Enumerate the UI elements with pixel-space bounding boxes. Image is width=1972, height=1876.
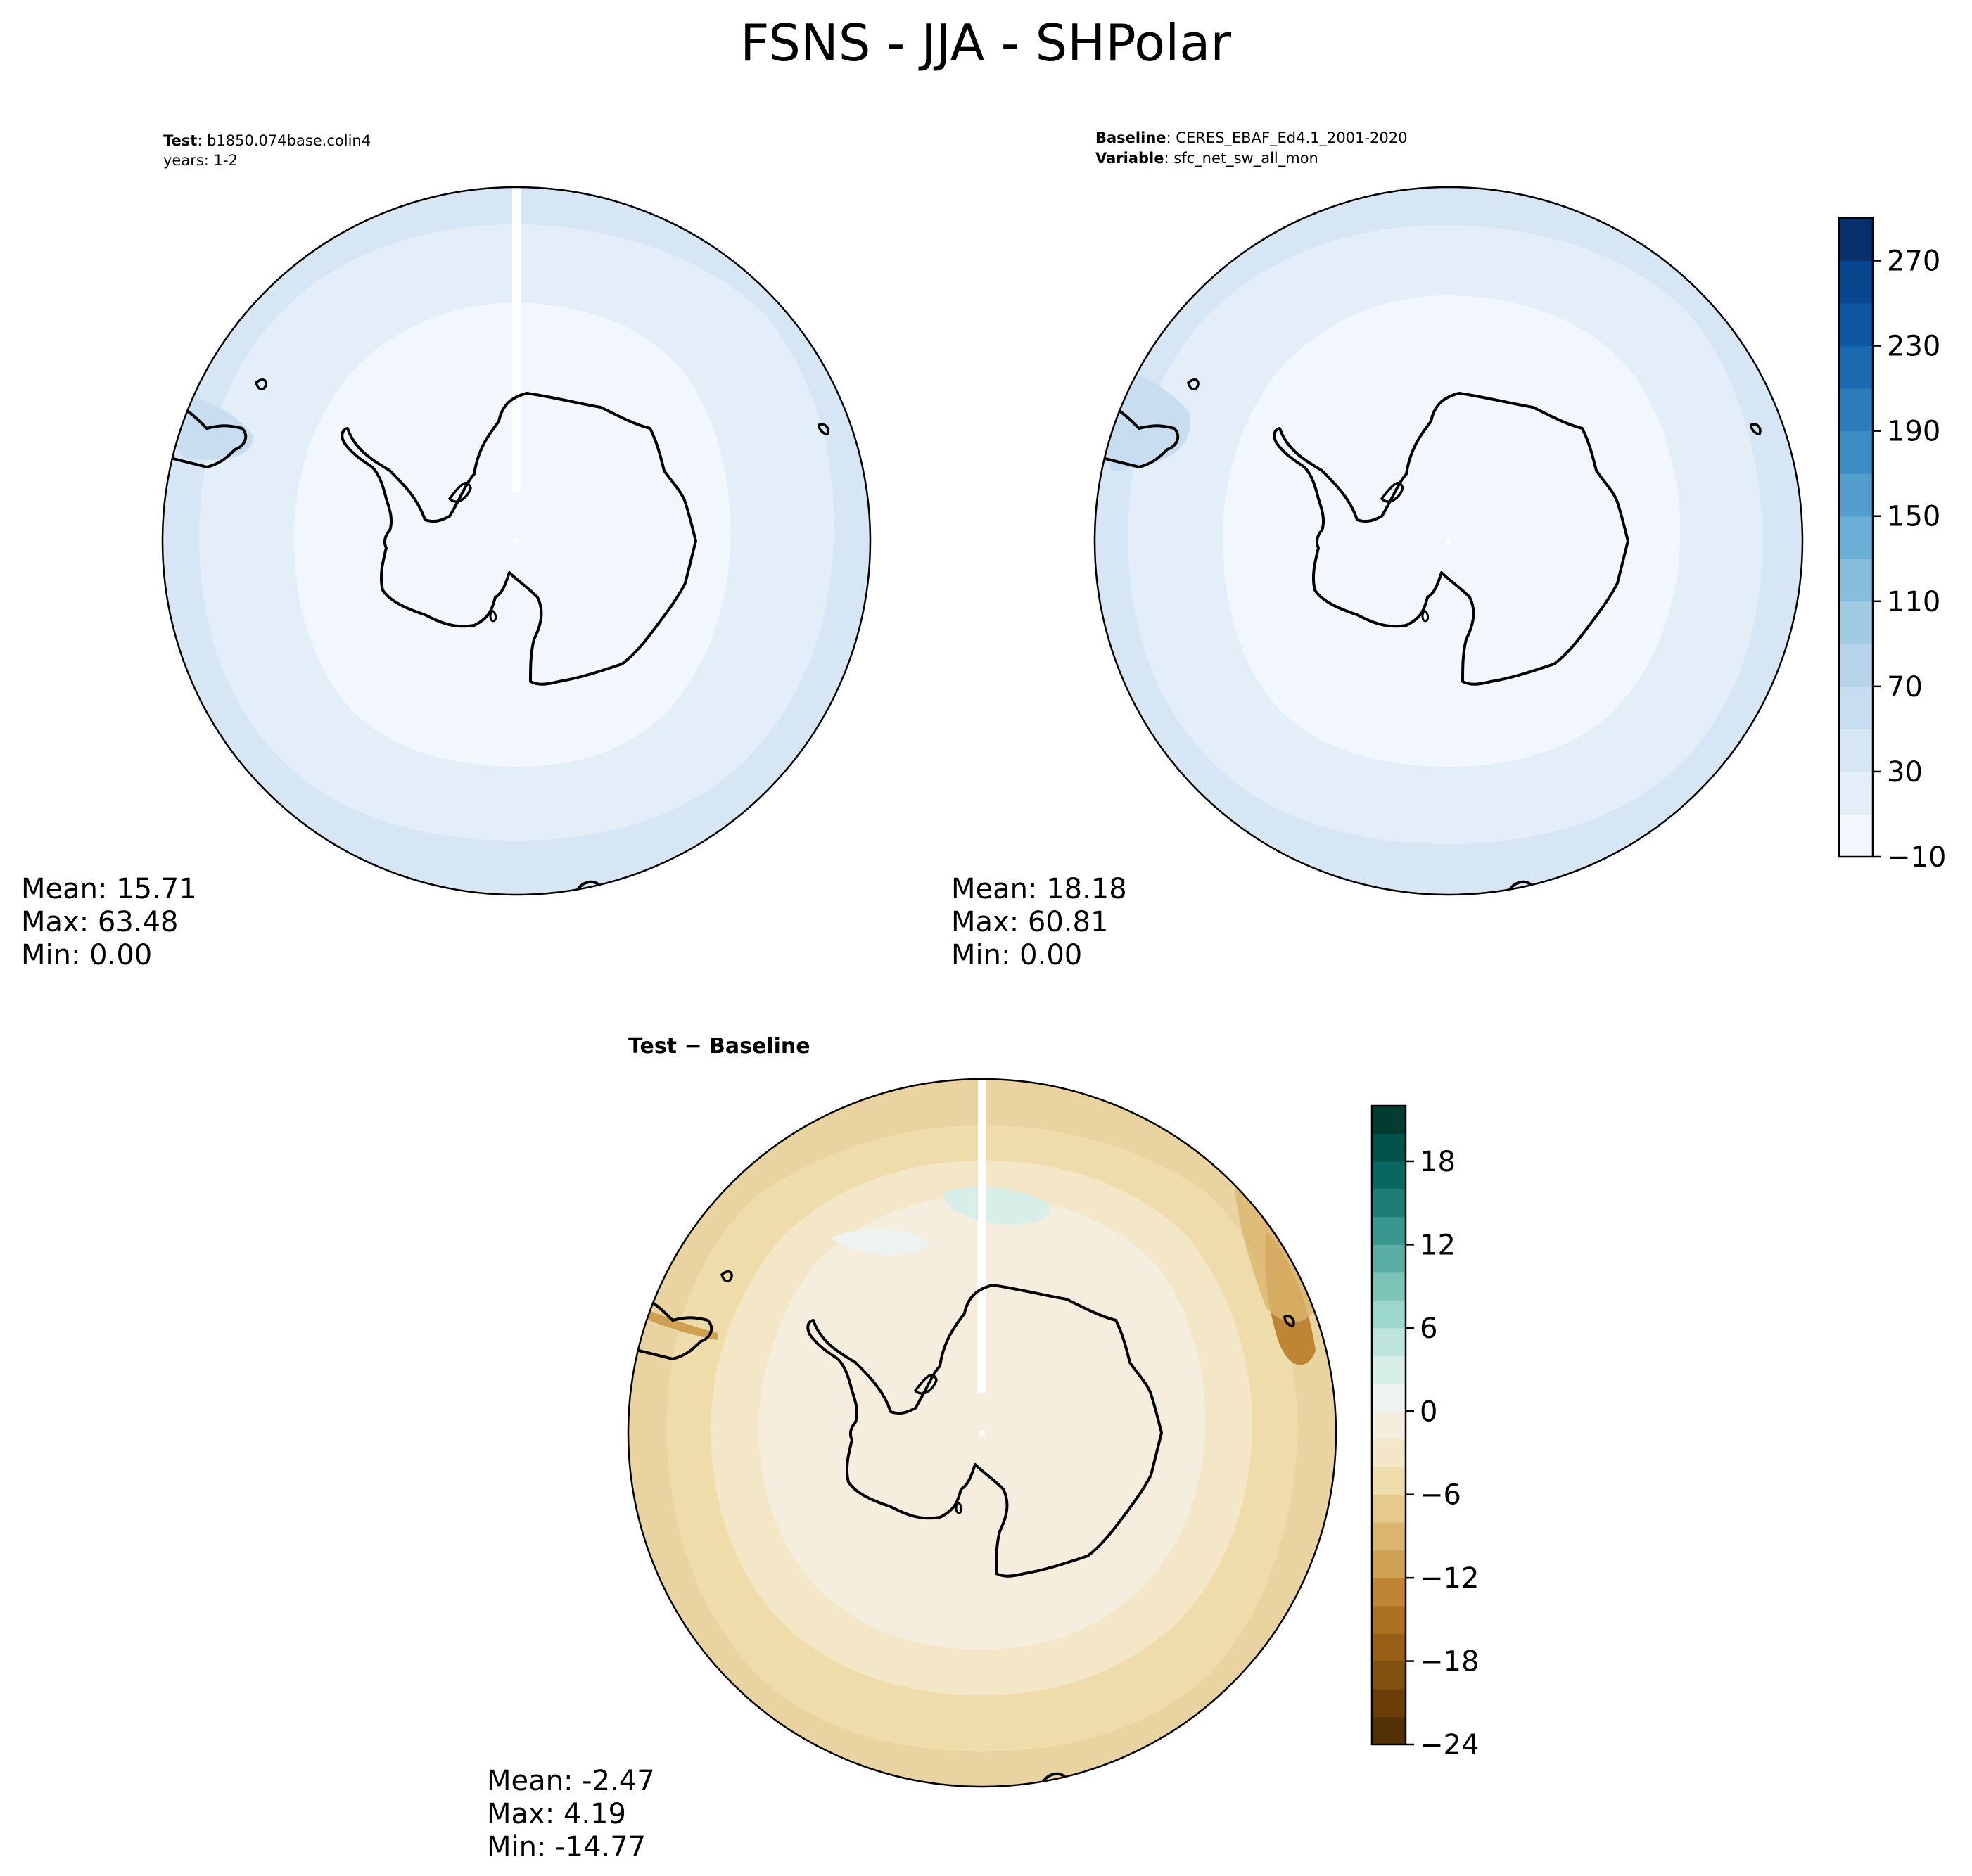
main-colorbar-swatch-7 — [1839, 516, 1873, 559]
diff-band-positive-2 — [830, 1229, 929, 1255]
diff-colorbar-tick-label-3: −6 — [1420, 1479, 1461, 1512]
diff-panel: Test − Baseline Mean: -2.47 Max: 4.19 Mi… — [487, 1034, 1337, 1863]
baseline-map — [1095, 187, 1802, 895]
main-colorbar-tick-label-6: 230 — [1887, 331, 1940, 363]
diff-colorbar-swatch-3 — [1372, 1633, 1406, 1662]
diff-colorbar-swatch-19 — [1372, 1189, 1406, 1218]
main-colorbar-swatch-5 — [1839, 601, 1873, 644]
baseline-band-neg10-10 — [1222, 295, 1681, 767]
baseline-panel: Baseline: CERES_EBAF_Ed4.1_2001-2020 Var… — [951, 129, 1804, 971]
diff-mean: Mean: -2.47 — [487, 1765, 655, 1797]
diff-colorbar-swatch-10 — [1372, 1438, 1406, 1467]
diff-colorbar-tick-label-4: 0 — [1420, 1396, 1437, 1428]
diff-colorbar-tick-label-7: 18 — [1420, 1146, 1456, 1178]
main-colorbar-frame — [1838, 217, 1874, 858]
diff-colorbar-swatch-6 — [1372, 1550, 1406, 1578]
diff-max: Max: 4.19 — [487, 1798, 626, 1830]
diff-colorbar-swatch-2 — [1372, 1661, 1406, 1690]
test-map-border — [161, 186, 872, 896]
main-colorbar-swatch-8 — [1839, 473, 1873, 517]
diff-colorbar-tick-label-0: −24 — [1420, 1729, 1479, 1761]
diff-colorbar-swatch-9 — [1372, 1467, 1406, 1495]
diff-colorbar-swatch-20 — [1372, 1161, 1406, 1189]
diff-colorbar-swatch-17 — [1372, 1244, 1406, 1273]
diff-colorbar-swatch-13 — [1372, 1355, 1406, 1384]
main-colorbar-tick-label-5: 190 — [1887, 416, 1940, 448]
main-colorbar-swatch-9 — [1839, 430, 1873, 474]
diff-map-border — [627, 1078, 1337, 1788]
test-panel: Test: b1850.074base.colin4 years: 1-2 Me… — [21, 132, 872, 971]
test-mean: Mean: 15.71 — [21, 873, 197, 905]
main-colorbar-swatch-14 — [1839, 218, 1873, 262]
baseline-variable: Variable: sfc_net_sw_all_mon — [1095, 150, 1318, 167]
diff-colorbar-swatch-12 — [1372, 1383, 1406, 1412]
main-colorbar-swatch-10 — [1839, 388, 1873, 432]
test-map — [163, 187, 870, 895]
main-colorbar-swatch-11 — [1839, 345, 1873, 389]
baseline-mean: Mean: 18.18 — [951, 873, 1127, 905]
diff-colorbar-swatch-11 — [1372, 1411, 1406, 1440]
main-colorbar-tick-label-4: 150 — [1887, 501, 1940, 533]
main-colorbar-tick-label-3: 110 — [1887, 586, 1940, 618]
diff-title: Test − Baseline — [628, 1034, 810, 1059]
diff-colorbar-swatch-8 — [1372, 1494, 1406, 1523]
diff-colorbar-frame — [1370, 1104, 1407, 1746]
baseline-header: Baseline: CERES_EBAF_Ed4.1_2001-2020 — [1095, 129, 1407, 147]
main-colorbar: −10 30 70 110 150 190 230 270 — [1838, 217, 1946, 874]
diff-colorbar-swatch-15 — [1372, 1300, 1406, 1329]
main-colorbar-swatch-2 — [1839, 729, 1873, 772]
main-colorbar-swatch-1 — [1839, 771, 1873, 815]
diff-colorbar-swatch-4 — [1372, 1605, 1406, 1634]
diff-colorbar-swatch-18 — [1372, 1216, 1406, 1245]
test-min: Min: 0.00 — [21, 939, 152, 971]
main-colorbar-swatch-13 — [1839, 260, 1873, 304]
main-colorbar-swatch-4 — [1839, 644, 1873, 687]
test-max: Max: 63.48 — [21, 906, 178, 938]
main-colorbar-tick-label-2: 70 — [1887, 671, 1923, 703]
diff-colorbar: −24 −18 −12 −6 0 6 12 18 — [1370, 1104, 1479, 1761]
main-colorbar-tick-label-1: 30 — [1887, 756, 1923, 789]
baseline-max: Max: 60.81 — [951, 906, 1108, 938]
diff-band-positive — [943, 1187, 1050, 1225]
baseline-map-border — [1093, 186, 1804, 896]
baseline-min: Min: 0.00 — [951, 939, 1082, 971]
diff-band-near-zero — [758, 1196, 1206, 1650]
diff-colorbar-tick-label-1: −18 — [1420, 1646, 1479, 1678]
diff-colorbar-swatch-14 — [1372, 1327, 1406, 1356]
main-colorbar-swatch-0 — [1839, 814, 1873, 857]
diff-colorbar-swatch-5 — [1372, 1578, 1406, 1607]
diff-colorbar-swatch-22 — [1372, 1106, 1406, 1134]
main-colorbar-tick-label-0: −10 — [1887, 841, 1946, 874]
diff-map — [628, 1079, 1336, 1787]
main-colorbar-tick-label-7: 270 — [1887, 245, 1940, 278]
diff-colorbar-tick-label-5: 6 — [1420, 1313, 1437, 1345]
diff-colorbar-tick-label-6: 12 — [1420, 1229, 1456, 1261]
test-header: Test: b1850.074base.colin4 — [163, 132, 371, 149]
diff-colorbar-swatch-16 — [1372, 1272, 1406, 1301]
main-colorbar-swatch-6 — [1839, 559, 1873, 602]
diff-band-west-strip — [633, 1305, 718, 1340]
diff-colorbar-tick-label-2: −12 — [1420, 1562, 1479, 1595]
main-colorbar-swatch-12 — [1839, 303, 1873, 347]
diff-min: Min: -14.77 — [487, 1831, 646, 1863]
diff-colorbar-swatch-7 — [1372, 1522, 1406, 1551]
test-years: years: 1-2 — [163, 152, 238, 169]
diff-colorbar-swatch-0 — [1372, 1716, 1406, 1745]
main-colorbar-swatch-3 — [1839, 686, 1873, 729]
diff-colorbar-swatch-21 — [1372, 1133, 1406, 1162]
figure-title: FSNS - JJA - SHPolar — [740, 13, 1231, 72]
diff-colorbar-swatch-1 — [1372, 1689, 1406, 1718]
